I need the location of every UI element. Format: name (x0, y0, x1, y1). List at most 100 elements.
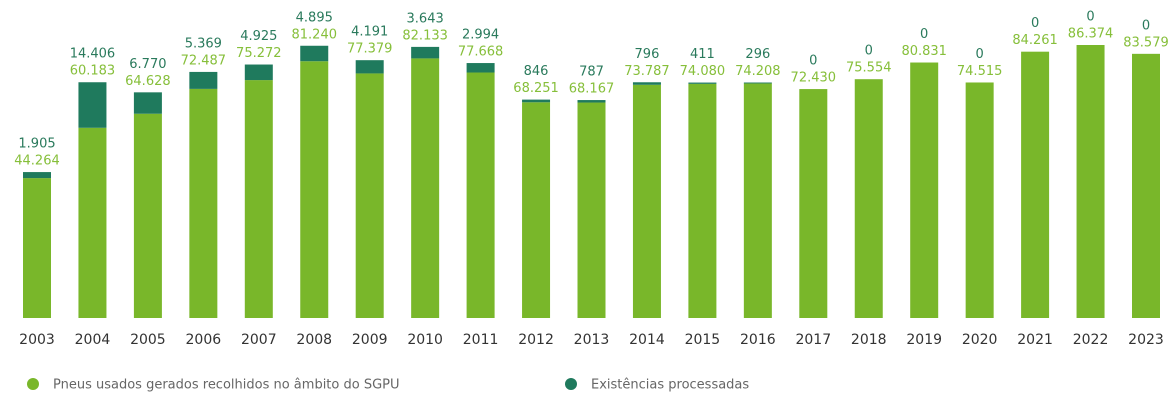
x-tick-label: 2005 (130, 332, 166, 348)
legend-label: Existências processadas (591, 378, 749, 393)
bar-segment (300, 45, 329, 62)
value-label: 60.183 (70, 64, 116, 79)
x-tick-label: 2015 (685, 332, 721, 348)
bar-segment (466, 72, 495, 319)
value-label: 0 (865, 44, 873, 59)
value-label: 296 (745, 47, 770, 62)
value-label: 77.668 (458, 45, 504, 60)
x-tick-label: 2009 (352, 332, 388, 348)
value-label: 5.369 (185, 36, 222, 51)
x-tick-label: 2011 (463, 332, 499, 348)
bar-segment (244, 80, 273, 318)
bar-segment (133, 113, 162, 319)
value-label: 72.430 (791, 71, 837, 86)
x-tick-label: 2022 (1073, 332, 1109, 348)
bar-segment (244, 64, 273, 81)
value-label: 0 (976, 47, 984, 62)
value-label: 82.133 (402, 28, 448, 43)
value-label: 796 (635, 47, 660, 62)
bar-segment (189, 71, 218, 89)
bar-segment (577, 102, 606, 318)
value-label: 6.770 (129, 57, 166, 72)
x-tick-label: 2018 (851, 332, 887, 348)
value-label: 0 (920, 27, 928, 42)
bar-segment (965, 82, 994, 318)
bar-segment (522, 102, 551, 318)
bar-segment (466, 63, 495, 73)
value-label: 4.895 (296, 10, 333, 25)
value-label: 4.191 (351, 25, 388, 40)
value-label: 75.554 (846, 61, 892, 76)
bar-segment (854, 79, 883, 318)
value-label: 0 (1086, 10, 1094, 25)
bar-segment (23, 178, 51, 318)
x-tick-label: 2021 (1017, 332, 1053, 348)
value-label: 75.272 (236, 46, 282, 61)
x-tick-label: 2014 (629, 332, 665, 348)
x-tick-label: 2020 (962, 332, 998, 348)
value-label: 846 (524, 64, 549, 79)
bar-segment (78, 127, 107, 319)
value-label: 74.515 (957, 64, 1003, 79)
value-label: 0 (809, 54, 817, 69)
x-tick-label: 2019 (906, 332, 942, 348)
bar-segment (411, 58, 440, 318)
value-label: 1.905 (18, 137, 55, 152)
x-tick-label: 2004 (75, 332, 111, 348)
bar-segment (632, 84, 661, 319)
bar-segment (78, 82, 107, 128)
bar-segment (577, 100, 606, 103)
x-tick-label: 2008 (296, 332, 332, 348)
bar-segment (189, 88, 218, 318)
value-label: 80.831 (901, 44, 947, 59)
bar-segment (1076, 45, 1105, 318)
value-label: 68.251 (513, 81, 559, 96)
bar-segment (522, 99, 551, 103)
bar-segment (355, 60, 384, 74)
x-tick-label: 2007 (241, 332, 277, 348)
value-label: 74.208 (735, 64, 781, 79)
value-label: 81.240 (292, 27, 338, 42)
value-label: 411 (690, 47, 715, 62)
value-label: 3.643 (407, 11, 444, 26)
bar-segment (688, 83, 717, 318)
value-label: 2.994 (462, 28, 499, 43)
value-label: 44.264 (14, 154, 60, 169)
bar-segment (632, 82, 661, 85)
bar-segment (743, 82, 772, 84)
value-label: 0 (1142, 18, 1150, 33)
bar-segment (1021, 51, 1050, 319)
value-label: 77.379 (347, 42, 393, 57)
value-label: 83.579 (1123, 35, 1169, 50)
value-label: 73.787 (624, 64, 670, 79)
bar-segment (133, 92, 162, 114)
value-label: 0 (1031, 16, 1039, 31)
bar-segment (300, 61, 329, 318)
bar-segment (411, 46, 440, 59)
x-tick-label: 2010 (407, 332, 443, 348)
value-label: 64.628 (125, 74, 171, 89)
value-label: 74.080 (680, 64, 726, 79)
value-label: 14.406 (70, 47, 116, 62)
bar-segment (355, 73, 384, 318)
bar-segment (1132, 53, 1160, 319)
x-tick-label: 2012 (518, 332, 554, 348)
value-label: 4.925 (240, 29, 277, 44)
x-tick-label: 2023 (1128, 332, 1164, 348)
legend-marker (565, 378, 577, 390)
value-label: 86.374 (1068, 27, 1114, 42)
x-tick-label: 2013 (574, 332, 610, 348)
value-label: 72.487 (181, 53, 227, 68)
legend-label: Pneus usados gerados recolhidos no âmbit… (53, 378, 400, 393)
x-tick-label: 2003 (19, 332, 55, 348)
bar-segment (743, 83, 772, 318)
value-label: 84.261 (1012, 33, 1058, 48)
x-tick-label: 2017 (795, 332, 831, 348)
value-label: 68.167 (569, 82, 615, 97)
bar-segment (799, 89, 828, 319)
bar-segment (23, 172, 51, 179)
bar-segment (910, 62, 939, 319)
value-label: 787 (579, 65, 604, 80)
bar-segment (688, 82, 717, 84)
